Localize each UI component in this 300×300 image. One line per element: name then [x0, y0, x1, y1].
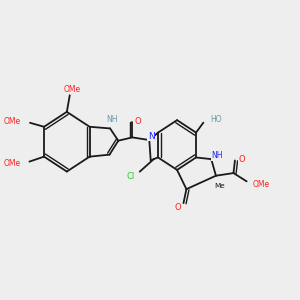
Text: OMe: OMe: [4, 117, 21, 126]
Text: OMe: OMe: [4, 159, 21, 168]
Text: NH: NH: [106, 115, 117, 124]
Text: O: O: [134, 117, 141, 126]
Text: Me: Me: [214, 183, 225, 189]
Text: HO: HO: [211, 116, 222, 124]
Text: Cl: Cl: [127, 172, 135, 181]
Text: N: N: [148, 132, 154, 141]
Text: NH: NH: [212, 151, 223, 160]
Text: OMe: OMe: [64, 85, 81, 94]
Text: O: O: [175, 202, 181, 211]
Text: OMe: OMe: [253, 180, 270, 189]
Text: O: O: [238, 155, 245, 164]
